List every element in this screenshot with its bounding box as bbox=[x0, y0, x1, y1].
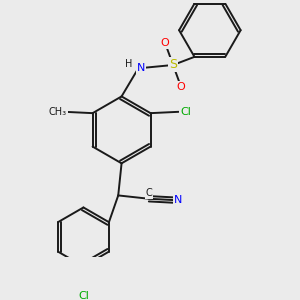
Text: Cl: Cl bbox=[180, 107, 191, 117]
Text: C: C bbox=[146, 188, 152, 198]
Text: O: O bbox=[161, 38, 170, 48]
Text: Cl: Cl bbox=[78, 291, 89, 300]
Text: S: S bbox=[169, 58, 177, 71]
Text: N: N bbox=[174, 195, 183, 205]
Text: O: O bbox=[177, 82, 185, 92]
Text: CH₃: CH₃ bbox=[49, 107, 67, 117]
Text: H: H bbox=[124, 59, 132, 69]
Text: N: N bbox=[137, 63, 145, 73]
